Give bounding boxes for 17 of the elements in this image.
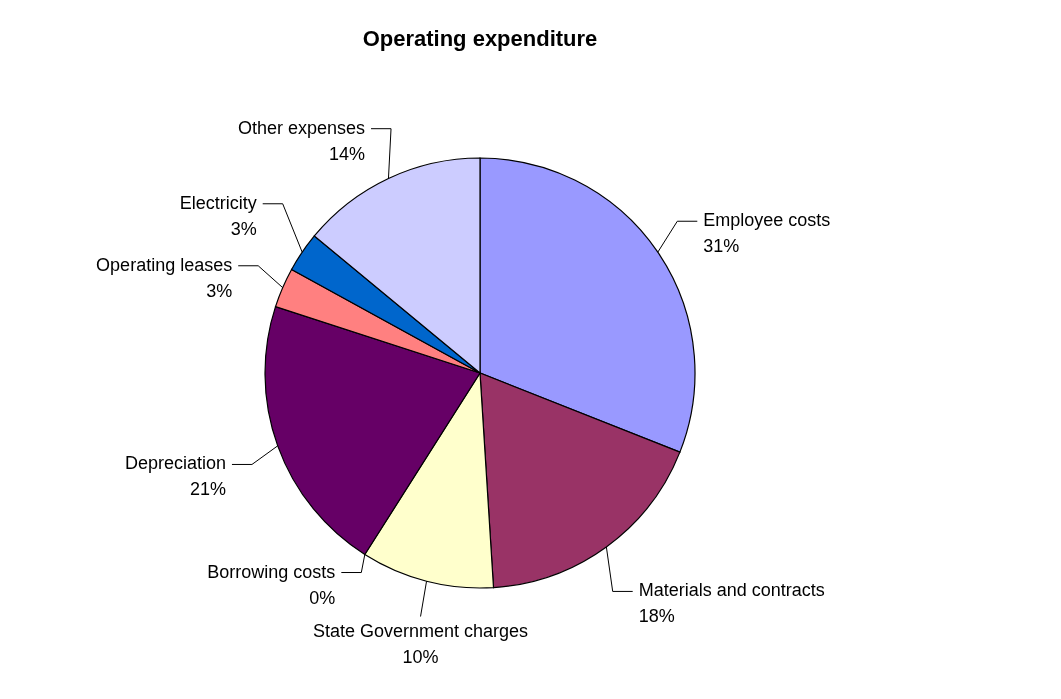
data-label: 3% xyxy=(206,280,233,301)
data-label: 31% xyxy=(703,236,740,257)
data-label: 3% xyxy=(230,218,257,239)
chart-title: Operating expenditure xyxy=(362,26,598,51)
slice-label: Employee costs xyxy=(703,210,831,231)
slice-label: Materials and contracts xyxy=(638,580,825,601)
data-label: 21% xyxy=(189,479,226,500)
data-label: 18% xyxy=(638,606,675,627)
data-label: 14% xyxy=(329,143,366,164)
legend-label: Borrowing costs xyxy=(207,561,336,582)
slice-label: Operating leases xyxy=(96,254,233,275)
data-label: 10% xyxy=(402,646,439,667)
slice-label: Electricity xyxy=(179,192,257,213)
slice-label: State Government charges xyxy=(312,620,529,641)
slice-label: Depreciation xyxy=(124,453,226,474)
text: 0% xyxy=(309,587,336,608)
slice-label: Other expenses xyxy=(237,117,366,138)
